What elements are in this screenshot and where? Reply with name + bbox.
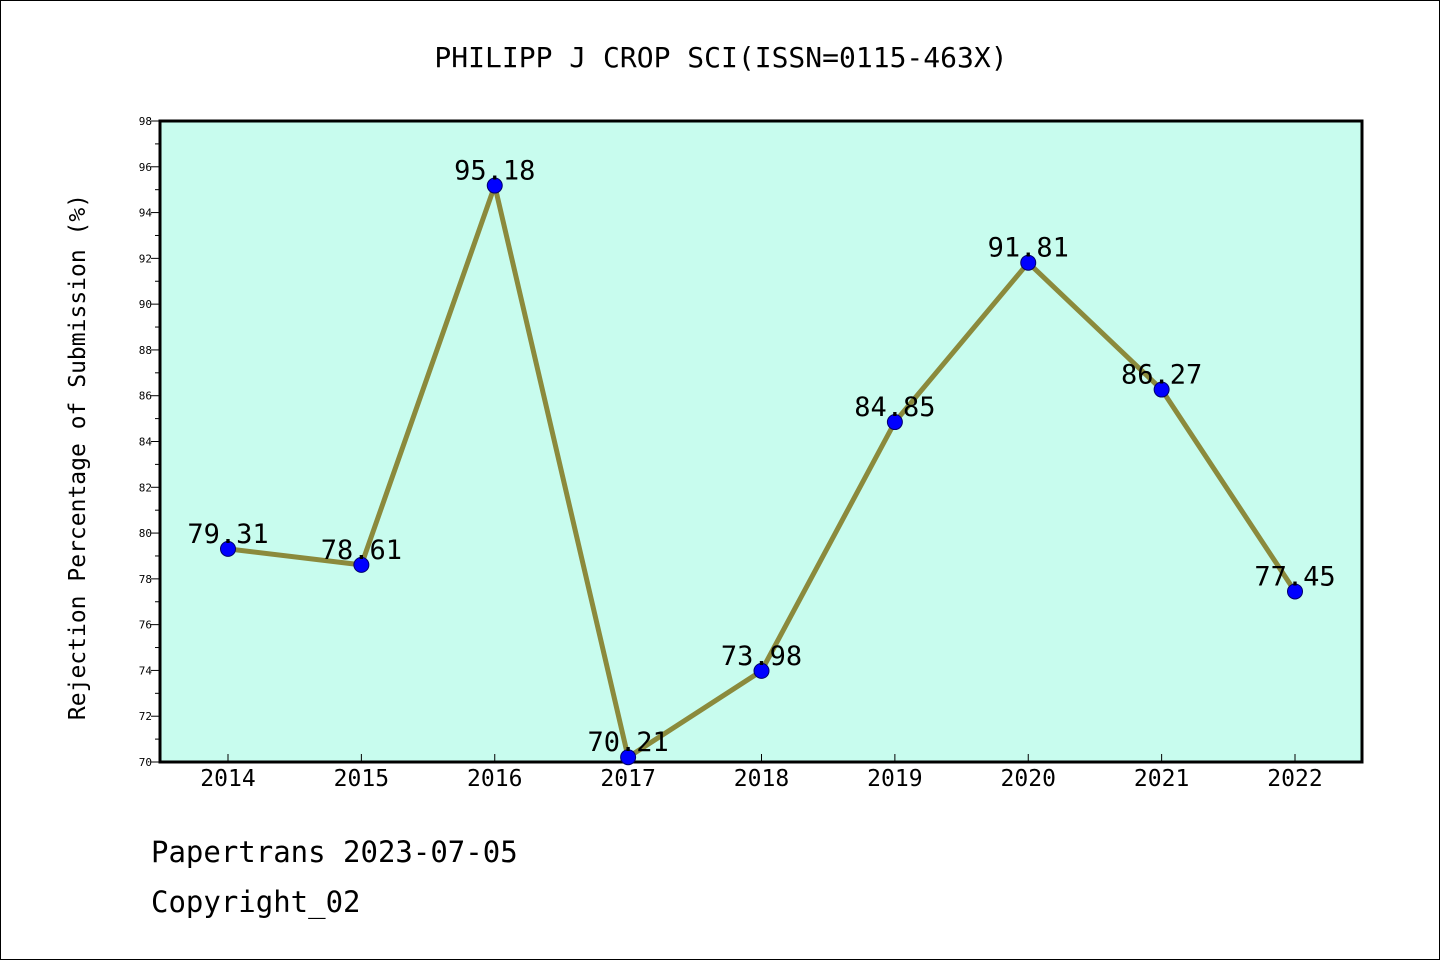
data-point [620,749,637,766]
y-axis: 70 72 74 76 78 80 82 84 86 88 90 92 94 96 98 [139,115,160,769]
data-point [220,540,236,557]
data-point [1153,381,1170,398]
x-axis: 2014 2015 2016 2017 2018 2019 2020 2021 2022 [200,754,1323,792]
y-axis-label: Rejection Percentage of Submission (%) [65,194,91,720]
y-tick-label: 96 [139,161,152,174]
x-tick-label: 2017 [600,766,655,792]
x-tick-label: 2021 [1134,766,1189,792]
y-tick-label: 84 [139,436,153,449]
data-label: 95.18 [454,156,535,187]
data-label: 79.31 [187,519,268,550]
y-tick-label: 80 [139,527,152,540]
x-tick-label: 2019 [867,766,922,792]
series-group: 79.31 78.61 95.18 70.21 73.98 84.85 91.81 86.27… [187,156,1336,766]
y-tick-label: 76 [139,619,152,632]
x-tick-label: 2022 [1267,766,1322,792]
y-tick-label: 72 [139,710,152,723]
data-point [486,177,503,194]
y-tick-label: 90 [139,298,152,311]
data-point [886,414,903,431]
data-point [353,556,370,573]
y-tick-label: 88 [139,344,152,357]
data-point [1287,583,1303,600]
x-tick-label: 2014 [200,766,255,792]
y-tick-label: 82 [139,481,152,494]
data-point [753,662,770,679]
data-label: 84.85 [854,392,935,423]
y-tick-label: 86 [139,390,152,403]
plot-area [158,119,1364,764]
x-tick-label: 2016 [467,766,522,792]
footer-copyright: Copyright_02 [151,885,361,919]
data-label: 91.81 [988,233,1069,264]
y-tick-label: 70 [139,756,152,769]
data-label: 73.98 [721,641,802,672]
y-tick-label: 74 [139,664,153,677]
data-label: 78.61 [321,535,402,566]
y-tick-label: 92 [139,252,152,265]
y-tick-label: 94 [139,207,153,220]
chart-title: PHILIPP J CROP SCI(ISSN=0115-463X) [434,41,1007,74]
x-tick-label: 2018 [734,766,789,792]
data-label: 77.45 [1254,561,1335,592]
data-label: 86.27 [1121,360,1202,391]
data-label: 70.21 [587,727,668,758]
y-tick-label: 98 [139,115,152,128]
data-point [1020,254,1037,271]
footer-source: Papertrans 2023-07-05 [151,835,518,869]
x-tick-label: 2015 [334,766,389,792]
y-tick-label: 78 [139,573,152,586]
x-tick-label: 2020 [1001,766,1056,792]
